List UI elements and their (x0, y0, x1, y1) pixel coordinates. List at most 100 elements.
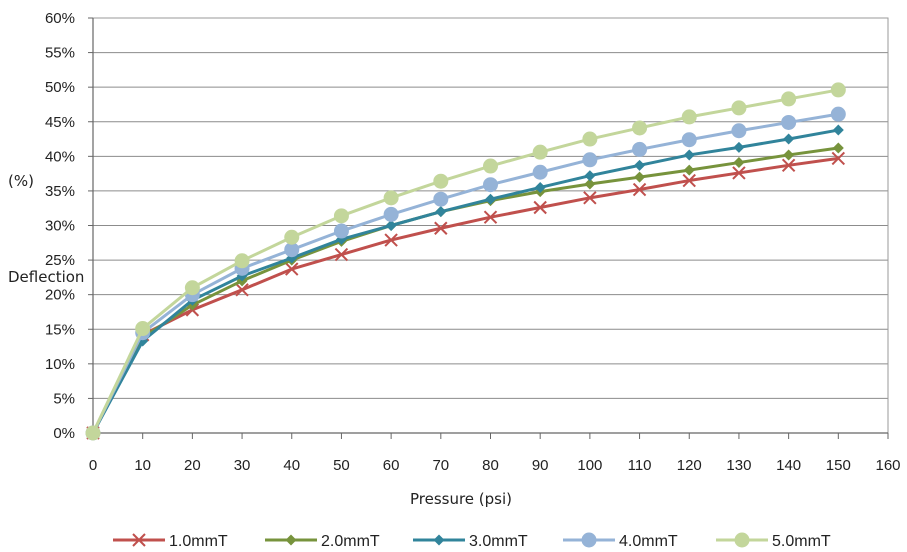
data-point (485, 193, 496, 205)
series-line (91, 88, 839, 434)
data-point (235, 283, 249, 297)
legend-item: 1.0mmT (113, 533, 228, 550)
y-tick-label: 40% (45, 148, 75, 165)
x-axis-title: Pressure (psi) (410, 490, 512, 508)
data-point (582, 152, 598, 168)
x-tick-label: 120 (677, 457, 702, 474)
y-tick-label: 30% (45, 218, 75, 235)
series-5.0mmT (85, 82, 846, 441)
data-point (681, 132, 697, 148)
data-point (731, 123, 747, 139)
data-point (285, 262, 299, 276)
legend-label: 5.0mmT (772, 533, 831, 550)
y-tick-labels: 0% 5% 10% 15% 20% 25% 30% 35% 40% 45% 50% 55% 60% (45, 10, 75, 442)
legend-item: 2.0mmT (265, 533, 380, 550)
data-point (333, 223, 349, 239)
legend-label: 2.0mmT (321, 533, 380, 550)
data-point (184, 280, 200, 296)
data-point (532, 144, 548, 160)
x-tick-label: 130 (726, 457, 751, 474)
y-tick-label: 25% (45, 252, 75, 269)
data-point (781, 158, 796, 173)
y-tick-label: 60% (45, 10, 75, 27)
y-tick-label: 45% (45, 114, 75, 131)
data-point (830, 106, 846, 122)
legend-marker (433, 534, 445, 546)
y-tick-label: 50% (45, 79, 75, 96)
data-point (532, 164, 548, 180)
data-point (731, 100, 747, 116)
data-point (284, 242, 300, 258)
data-point (681, 109, 697, 125)
legend: 1.0mmT 2.0mmT 3.0mmT 4.0mmT 5.0mmT (113, 532, 831, 550)
y-tick-label: 0% (53, 425, 75, 442)
x-tick-label: 150 (826, 457, 851, 474)
data-point (483, 158, 498, 174)
legend-label: 1.0mmT (169, 533, 228, 550)
data-point (284, 229, 300, 245)
data-point (783, 149, 795, 161)
x-tick-label: 50 (333, 457, 350, 474)
legend-item: 3.0mmT (413, 533, 528, 550)
data-point (832, 124, 844, 136)
x-tick-label: 20 (184, 457, 201, 474)
data-point (783, 133, 795, 145)
y-axis-unit-label: (%) (8, 172, 34, 190)
data-point (732, 166, 746, 180)
legend-label: 4.0mmT (619, 533, 678, 550)
data-point (733, 141, 745, 153)
x-tick-label: 70 (432, 457, 449, 474)
legend-marker (132, 533, 146, 547)
data-point (135, 321, 151, 337)
data-point (483, 210, 498, 224)
data-point (534, 181, 546, 193)
gridlines (93, 17, 888, 399)
data-point (683, 164, 695, 176)
x-tick-label: 80 (482, 457, 499, 474)
data-point (632, 120, 648, 136)
x-tick-label: 60 (383, 457, 400, 474)
legend-marker (581, 532, 597, 548)
x-tick-label: 110 (628, 457, 652, 474)
data-point (584, 170, 596, 182)
data-point (435, 206, 447, 218)
data-point (385, 220, 397, 231)
y-tick-label: 55% (45, 45, 75, 62)
y-tick-label: 10% (45, 356, 75, 373)
legend-item: 5.0mmT (716, 532, 831, 550)
series (85, 82, 846, 441)
x-tick-label: 100 (577, 457, 602, 474)
x-tick-labels: 0 10 20 30 40 50 60 70 80 90 100 110 120 130 140 150 160 (89, 457, 901, 474)
y-tick-label: 5% (53, 390, 75, 407)
data-point (781, 114, 797, 130)
legend-marker (285, 534, 297, 546)
data-point (333, 208, 349, 224)
y-tick-label: 15% (45, 321, 75, 338)
axes (88, 17, 889, 439)
series-line (91, 156, 839, 434)
x-tick-label: 30 (234, 457, 251, 474)
legend-marker (734, 532, 750, 548)
data-point (383, 206, 399, 222)
data-point (434, 221, 448, 235)
y-axis-title: Deflection (8, 268, 84, 286)
data-point (831, 151, 846, 166)
data-point (733, 157, 745, 169)
series-line (91, 128, 839, 434)
data-point (483, 177, 498, 193)
y-tick-label: 20% (45, 287, 75, 304)
data-point (584, 178, 596, 190)
data-point (781, 91, 797, 107)
data-point (830, 82, 846, 98)
data-point (384, 233, 398, 247)
series-3.0mmT (87, 124, 844, 439)
x-tick-label: 10 (134, 457, 151, 474)
x-tick-label: 160 (875, 457, 900, 474)
data-point (85, 425, 101, 441)
x-tick-label: 90 (532, 457, 549, 474)
x-tick-label: 140 (776, 457, 801, 474)
data-point (683, 149, 695, 161)
data-point (433, 173, 449, 189)
data-point (582, 131, 598, 147)
